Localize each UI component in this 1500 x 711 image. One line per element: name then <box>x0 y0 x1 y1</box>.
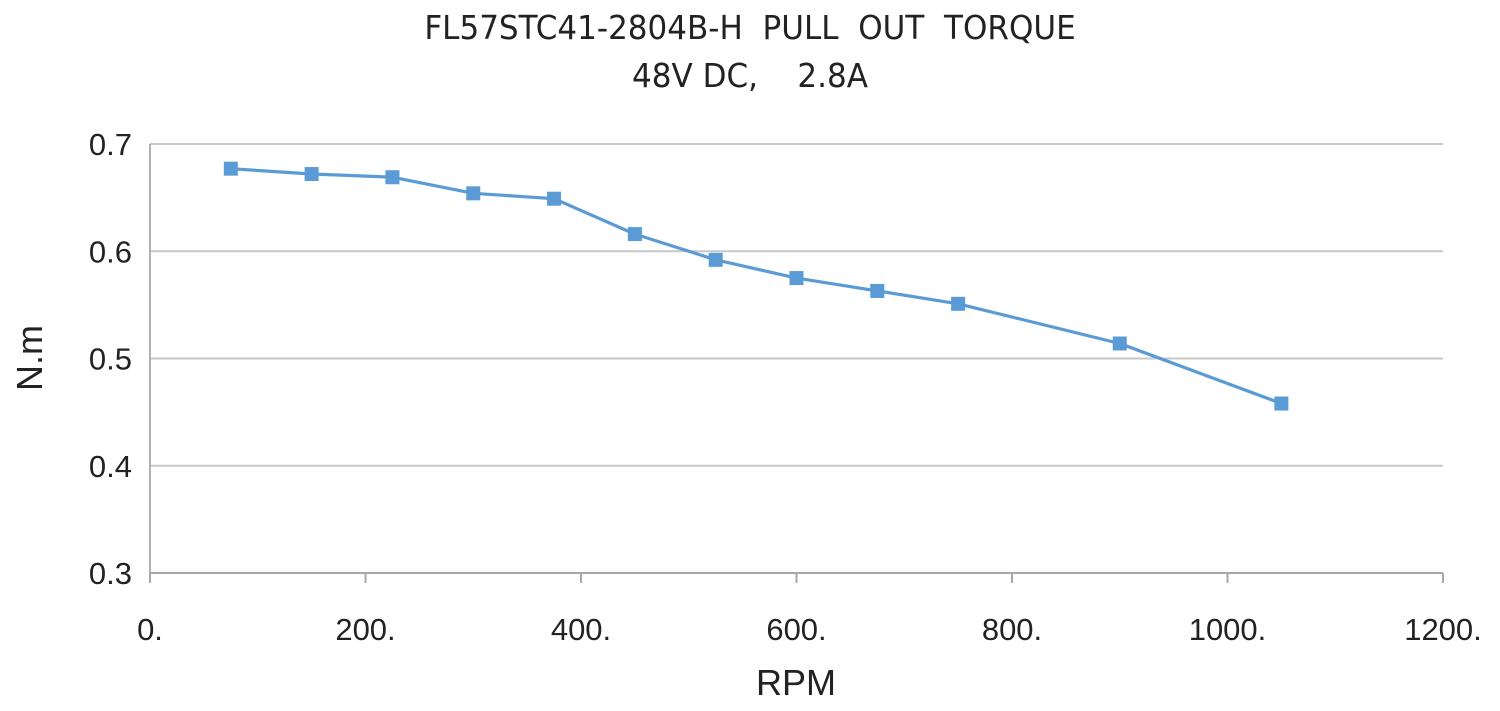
y-tick-label: 0.6 <box>89 234 132 269</box>
x-tick-label: 200. <box>335 612 395 647</box>
data-point-marker <box>708 252 723 267</box>
y-tick-labels: 0.3 0.4 0.5 0.6 0.7 <box>89 127 132 591</box>
chart-title: FL57STC41-2804B-H PULL OUT TORQUE <box>424 8 1076 47</box>
axes <box>149 144 1444 583</box>
y-tick-label: 0.4 <box>89 449 132 484</box>
data-point-marker <box>1112 336 1127 351</box>
y-axis-title: N.m <box>9 325 50 391</box>
data-series <box>223 161 1289 411</box>
gridlines <box>150 143 1443 467</box>
data-point-marker <box>466 186 481 201</box>
data-point-marker <box>870 283 885 298</box>
y-tick-label: 0.3 <box>89 556 132 591</box>
x-tick-label: 600. <box>766 612 826 647</box>
x-tick-label: 1200. <box>1404 612 1482 647</box>
data-point-marker <box>1274 396 1289 411</box>
data-point-marker <box>223 161 238 176</box>
data-point-marker <box>789 271 804 286</box>
data-point-marker <box>304 167 319 182</box>
x-tick-labels: 0. 200. 400. 600. 800. 1000. 1200. <box>137 612 1482 647</box>
x-tick-label: 1000. <box>1189 612 1267 647</box>
y-tick-label: 0.7 <box>89 127 132 162</box>
chart-subtitle: 48V DC, 2.8A <box>632 56 868 95</box>
data-point-marker <box>951 296 966 311</box>
series-line <box>230 167 1282 405</box>
data-point-marker <box>385 170 400 185</box>
data-point-marker <box>547 191 562 206</box>
x-tick-label: 0. <box>137 612 163 647</box>
x-axis-title: RPM <box>756 662 836 703</box>
chart-title-block: FL57STC41-2804B-H PULL OUT TORQUE 48V DC… <box>0 4 1500 100</box>
y-tick-label: 0.5 <box>89 342 132 377</box>
x-tick-label: 800. <box>982 612 1042 647</box>
x-tick-label: 400. <box>551 612 611 647</box>
data-point-marker <box>627 227 642 242</box>
